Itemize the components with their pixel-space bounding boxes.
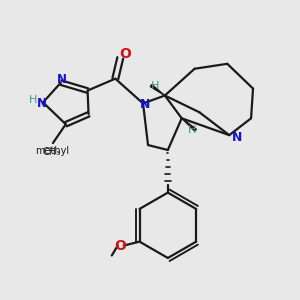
- Text: N: N: [57, 73, 67, 86]
- Text: CH₃: CH₃: [43, 147, 61, 157]
- Text: H: H: [29, 95, 37, 106]
- Polygon shape: [150, 85, 165, 95]
- Polygon shape: [182, 118, 196, 131]
- Text: N: N: [232, 130, 242, 144]
- Text: H: H: [151, 81, 159, 91]
- Text: methyl: methyl: [35, 146, 69, 156]
- Text: H: H: [188, 125, 196, 135]
- Text: N: N: [140, 98, 150, 111]
- Text: O: O: [119, 47, 131, 61]
- Text: O: O: [114, 238, 126, 253]
- Text: N: N: [37, 97, 47, 110]
